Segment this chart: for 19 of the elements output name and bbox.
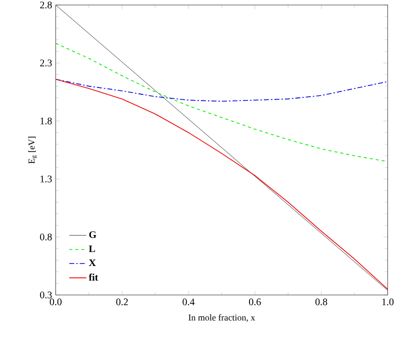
- y-tick-label: 2.8: [40, 2, 52, 8]
- x-tick-label: 0.0: [50, 298, 62, 306]
- y-tick-label: 0.3: [40, 292, 52, 298]
- legend-label: L: [88, 245, 95, 252]
- x-tick-label: 0.6: [249, 298, 261, 306]
- y-tick-label: 0.8: [40, 234, 52, 240]
- legend-label: G: [89, 231, 96, 238]
- x-tick-label: 0.8: [315, 298, 328, 306]
- line-series: [56, 78, 388, 290]
- y-tick-label: 2.3: [40, 60, 52, 66]
- y-tick-label: 1.3: [40, 176, 52, 182]
- legend-label: fit: [88, 274, 98, 281]
- x-tick-label: 0.2: [116, 298, 128, 306]
- y-axis-title: E$_{g}$ [eV]: [28, 136, 37, 164]
- x-tick-label: 0.4: [182, 298, 195, 306]
- x-axis-title: In mole fraction, x: [188, 314, 256, 322]
- legend-label: X: [88, 259, 96, 266]
- y-tick-label: 1.8: [40, 118, 52, 124]
- x-tick-label: 1.0: [382, 298, 394, 306]
